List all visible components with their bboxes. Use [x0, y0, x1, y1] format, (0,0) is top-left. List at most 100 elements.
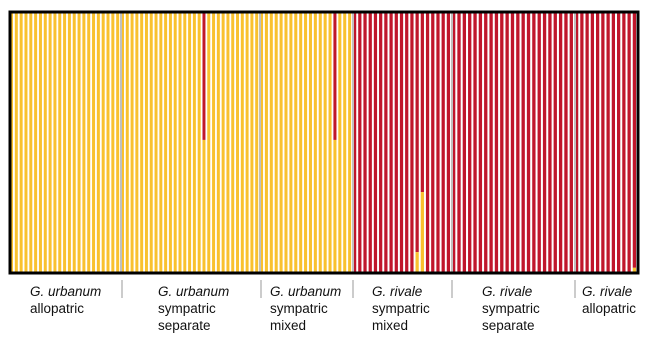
bar-g4-8-rivale	[494, 12, 499, 273]
bar-g0-12-urbanum	[67, 12, 71, 273]
bar-g0-15-urbanum	[82, 12, 86, 273]
group-label-5: G. rivale allopatric	[582, 283, 636, 317]
bar-g1-10-urbanum	[168, 12, 172, 273]
bar-g0-9-urbanum	[53, 12, 57, 273]
bar-g1-14-urbanum	[188, 12, 192, 273]
bar-g3-12-rivale	[415, 12, 419, 253]
bar-g1-24-urbanum	[236, 12, 240, 273]
bar-g2-15-urbanum	[333, 139, 337, 273]
bar-g2-15-rivale	[333, 12, 337, 140]
bar-g4-14-rivale	[526, 12, 531, 273]
bar-g4-5-rivale	[478, 12, 483, 273]
bar-g5-10-rivale	[627, 12, 631, 273]
bar-g1-4-urbanum	[140, 12, 144, 273]
bar-g1-11-urbanum	[173, 12, 177, 273]
bar-g5-7-rivale	[611, 12, 616, 273]
group-line-2-0: sympatric	[270, 301, 328, 316]
plot-frame	[8, 10, 640, 275]
bar-g1-26-urbanum	[245, 12, 249, 273]
bar-g2-11-urbanum	[313, 12, 317, 273]
bar-g1-23-urbanum	[231, 12, 235, 273]
bar-g0-19-urbanum	[101, 12, 105, 273]
bar-g2-13-urbanum	[323, 12, 327, 273]
bar-g0-1-urbanum	[14, 12, 18, 273]
bar-g3-13-urbanum	[420, 192, 424, 273]
bar-g5-2-rivale	[585, 12, 589, 273]
bar-g1-18-urbanum	[207, 12, 211, 273]
bar-g1-5-urbanum	[144, 12, 148, 273]
bar-g2-6-urbanum	[289, 12, 293, 273]
bar-g3-8-rivale	[394, 12, 398, 273]
bar-g2-8-urbanum	[299, 12, 303, 273]
bar-g3-7-rivale	[389, 12, 393, 273]
bar-g0-3-urbanum	[24, 12, 28, 273]
bar-g5-6-rivale	[606, 12, 610, 273]
bar-g0-16-urbanum	[87, 12, 91, 273]
bar-g0-21-urbanum	[111, 12, 115, 273]
bar-g4-13-rivale	[521, 12, 525, 273]
bar-g0-18-urbanum	[96, 12, 100, 273]
bar-g1-17-rivale	[202, 12, 206, 140]
bar-g5-1-rivale	[580, 12, 584, 273]
bar-g3-14-rivale	[425, 12, 430, 273]
bar-g3-13-rivale	[420, 12, 424, 193]
bar-g4-11-rivale	[510, 12, 515, 273]
bar-g2-3-urbanum	[274, 12, 278, 273]
bar-g0-20-urbanum	[106, 12, 110, 273]
bar-g3-6-rivale	[384, 12, 388, 273]
group-line-1-0: sympatric	[158, 301, 216, 316]
bar-g2-2-urbanum	[269, 12, 273, 273]
bar-g1-22-urbanum	[226, 12, 230, 273]
bar-g5-5-rivale	[601, 12, 605, 273]
bar-g4-22-rivale	[569, 12, 573, 273]
bar-g2-5-urbanum	[284, 12, 288, 273]
bar-g0-11-urbanum	[63, 12, 67, 273]
group-line-4-1: separate	[482, 318, 535, 333]
bar-g2-7-urbanum	[294, 12, 298, 273]
bar-g5-9-rivale	[622, 12, 626, 273]
bar-g0-14-urbanum	[77, 12, 81, 273]
bar-g4-2-rivale	[462, 12, 467, 273]
bar-g4-6-rivale	[484, 12, 488, 273]
bar-g4-20-rivale	[558, 12, 563, 273]
bar-g0-17-urbanum	[92, 12, 96, 273]
bar-g1-20-urbanum	[216, 12, 220, 273]
bar-g2-12-urbanum	[318, 12, 322, 273]
bar-g3-18-rivale	[446, 12, 451, 273]
bar-g4-18-rivale	[548, 12, 552, 273]
group-species-2: G. urbanum	[270, 284, 342, 299]
group-species-4: G. rivale	[482, 284, 533, 299]
group-label-2: G. urbanum sympatric mixed	[270, 283, 341, 334]
bar-g1-6-urbanum	[149, 12, 153, 273]
bar-g4-3-rivale	[468, 12, 472, 273]
bar-g2-17-urbanum	[343, 12, 347, 273]
bar-g5-11-urbanum	[632, 267, 637, 273]
bar-g1-13-urbanum	[183, 12, 187, 273]
group-line-2-1: mixed	[270, 318, 307, 333]
bar-g4-4-rivale	[473, 12, 477, 273]
bar-g1-19-urbanum	[212, 12, 216, 273]
bar-g1-15-urbanum	[192, 12, 196, 273]
bar-g3-1-rivale	[358, 12, 362, 273]
bar-g3-11-rivale	[410, 12, 414, 273]
bar-g5-8-rivale	[617, 12, 621, 273]
bar-g3-0-rivale	[353, 12, 357, 273]
bar-g0-13-urbanum	[72, 12, 76, 273]
bar-g1-3-urbanum	[135, 12, 139, 273]
bar-g1-25-urbanum	[240, 12, 244, 273]
bar-g2-1-urbanum	[264, 12, 268, 273]
group-label-0: G. urbanum allopatric	[30, 283, 101, 317]
group-line-4-0: sympatric	[482, 301, 540, 316]
group-line-1-1: separate	[158, 318, 211, 333]
group-species-5: G. rivale	[582, 284, 633, 299]
bar-g5-3-rivale	[590, 12, 595, 273]
group-line-5-0: allopatric	[582, 301, 637, 316]
bar-g1-21-urbanum	[221, 12, 225, 273]
bar-g4-21-rivale	[564, 12, 568, 273]
group-label-4: G. rivale sympatric separate	[482, 283, 540, 334]
bar-g1-9-urbanum	[164, 12, 168, 273]
bar-g2-0-urbanum	[260, 12, 264, 273]
bar-g4-16-rivale	[537, 12, 541, 273]
bar-g5-4-rivale	[596, 12, 600, 273]
bar-g1-27-urbanum	[250, 12, 254, 273]
